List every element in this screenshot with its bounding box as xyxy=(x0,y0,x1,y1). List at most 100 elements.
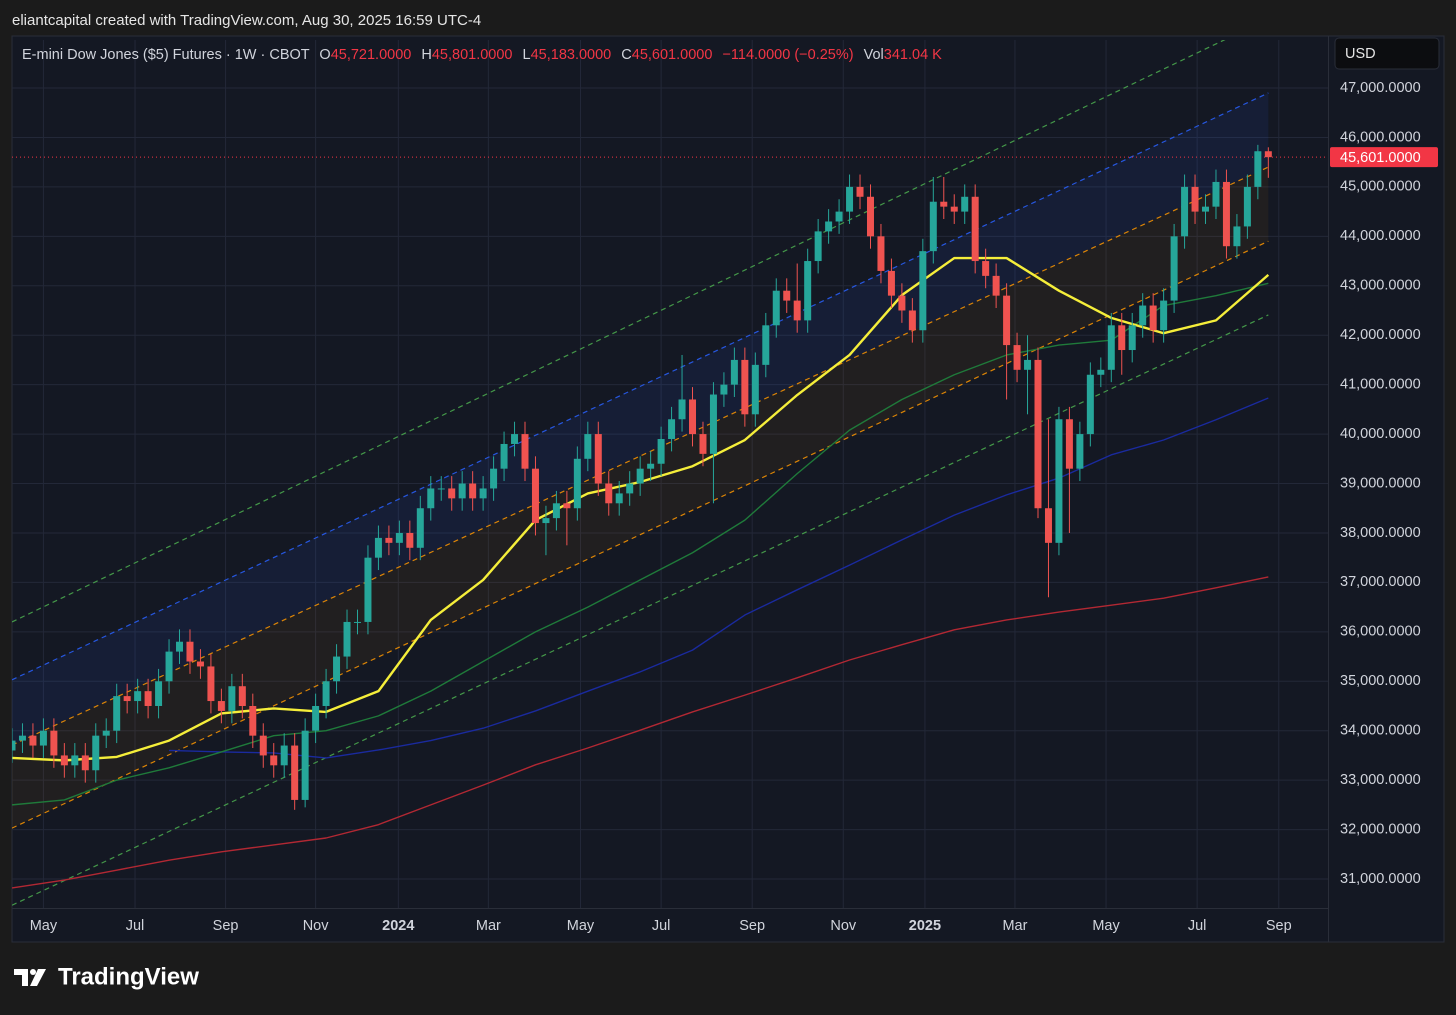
x-tick-label: Jul xyxy=(126,918,145,934)
legend: E-mini Dow Jones ($5) Futures · 1W · CBO… xyxy=(22,47,942,63)
candle-body xyxy=(301,730,309,800)
candle-body xyxy=(772,290,780,326)
candle-body xyxy=(668,419,676,440)
candle-body xyxy=(898,295,906,311)
currency-button[interactable] xyxy=(1334,37,1440,70)
moving-average xyxy=(12,576,1269,889)
candle-body xyxy=(1086,374,1094,435)
candle-body xyxy=(730,359,738,385)
logo-text: TradingView xyxy=(58,963,199,990)
candle-body xyxy=(762,325,770,365)
candle-body xyxy=(1191,186,1199,212)
candle-body xyxy=(134,691,142,702)
ohlc-key: O xyxy=(319,47,330,63)
x-tick-label: Nov xyxy=(830,918,857,934)
y-tick-label: 35,000.0000 xyxy=(1340,673,1421,689)
candle-body xyxy=(102,730,110,736)
candle-body xyxy=(196,661,204,667)
candle-body xyxy=(259,735,267,756)
x-tick-label: Jul xyxy=(1188,918,1207,934)
candle-body xyxy=(950,206,958,212)
candle-body xyxy=(783,290,791,301)
candle-body xyxy=(71,755,79,766)
candle-body xyxy=(1160,300,1168,331)
candle-body xyxy=(1212,181,1220,207)
candle-body xyxy=(531,468,539,524)
candle-body xyxy=(479,488,487,499)
candle-body xyxy=(155,681,163,706)
y-tick-label: 46,000.0000 xyxy=(1340,129,1421,145)
candle-body xyxy=(280,745,288,766)
x-tick-label: May xyxy=(30,918,58,934)
candle-body xyxy=(113,696,121,731)
candle-body xyxy=(406,532,414,548)
y-tick-label: 33,000.0000 xyxy=(1340,772,1421,788)
credit: eliantcapital created with TradingView.c… xyxy=(12,12,481,29)
channel-line xyxy=(12,40,1226,623)
candle-body xyxy=(1181,186,1189,237)
candle-body xyxy=(636,468,644,484)
y-tick-label: 39,000.0000 xyxy=(1340,475,1421,491)
candle-body xyxy=(165,651,173,682)
ohlc-value: 45,183.0000 xyxy=(531,47,612,63)
candle-body xyxy=(982,261,990,276)
candle-body xyxy=(1128,325,1136,351)
ohlc-key: H xyxy=(421,47,431,63)
candle-body xyxy=(584,434,592,459)
currency[interactable]: USD xyxy=(1345,46,1376,62)
candle-body xyxy=(804,261,812,321)
candle-body xyxy=(437,488,445,490)
volume: 341.04 K xyxy=(884,47,942,63)
candle-body xyxy=(814,231,822,262)
x-tick-label: Sep xyxy=(739,918,765,934)
candle-body xyxy=(458,483,466,499)
candle-body xyxy=(238,686,246,706)
candle-body xyxy=(333,656,341,682)
candle-body xyxy=(919,251,927,331)
candle-body xyxy=(186,641,194,662)
ohlc-value: 45,801.0000 xyxy=(432,47,513,63)
ohlc-key: L xyxy=(523,47,531,63)
candle-body xyxy=(615,493,623,504)
candle-body xyxy=(81,755,89,771)
x-tick-label: Nov xyxy=(303,918,330,934)
candle-body xyxy=(249,705,257,736)
candle-body xyxy=(18,735,26,741)
candle-body xyxy=(846,186,854,212)
candle-body xyxy=(971,196,979,262)
channel-fill xyxy=(12,167,1269,829)
candle-body xyxy=(490,468,498,489)
y-tick-label: 41,000.0000 xyxy=(1340,376,1421,392)
candle-body xyxy=(594,434,602,484)
plot-area xyxy=(12,40,1328,906)
y-tick-label: 31,000.0000 xyxy=(1340,871,1421,887)
y-tick-label: 47,000.0000 xyxy=(1340,80,1421,96)
logo-icon xyxy=(14,969,46,986)
candle-body xyxy=(573,458,581,509)
y-tick-label: 36,000.0000 xyxy=(1340,624,1421,640)
candle-body xyxy=(877,236,885,271)
candle-body xyxy=(144,691,152,706)
candle-body xyxy=(1233,226,1241,247)
candle-body xyxy=(427,488,435,509)
y-tick-label: 42,000.0000 xyxy=(1340,327,1421,343)
candle-body xyxy=(12,740,16,751)
symbol-title: E-mini Dow Jones ($5) Futures · 1W · CBO… xyxy=(22,47,310,63)
candle-body xyxy=(1170,236,1178,301)
candle-body xyxy=(709,394,717,454)
candle-body xyxy=(1044,508,1052,543)
candle-body xyxy=(500,443,508,469)
candle-body xyxy=(416,508,424,548)
y-tick-label: 43,000.0000 xyxy=(1340,278,1421,294)
channel-line xyxy=(12,166,1269,746)
candle-body xyxy=(92,735,100,771)
candle-body xyxy=(1243,186,1251,227)
candle-body xyxy=(1254,151,1262,187)
ohlc-value: 45,601.0000 xyxy=(632,47,713,63)
candle-body xyxy=(908,310,916,331)
candle-body xyxy=(176,641,184,652)
ohlc-key: C xyxy=(621,47,631,63)
candle-body xyxy=(961,196,969,212)
candle-body xyxy=(689,399,697,435)
